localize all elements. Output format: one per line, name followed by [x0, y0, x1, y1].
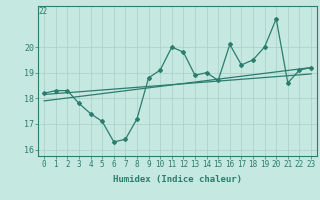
X-axis label: Humidex (Indice chaleur): Humidex (Indice chaleur) — [113, 175, 242, 184]
Text: 22: 22 — [38, 7, 48, 16]
